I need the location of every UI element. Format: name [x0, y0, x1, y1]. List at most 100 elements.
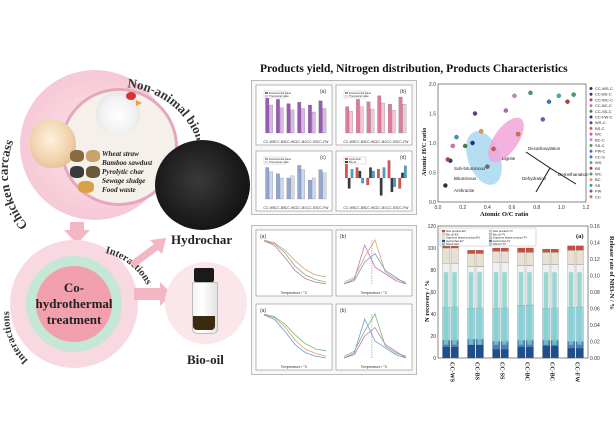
nh4-bar — [452, 272, 457, 345]
bar — [286, 177, 291, 200]
legend-marker — [589, 149, 593, 153]
vk-ytick: 2.0 — [429, 82, 436, 88]
legend-label: CC-SS-C — [595, 109, 612, 114]
data-point — [485, 164, 490, 169]
arrow-to-hydrochar-icon — [130, 238, 166, 268]
bar — [297, 165, 302, 200]
mini-line-panel: (a) — [260, 234, 266, 240]
legend-marker — [589, 109, 593, 113]
stack-segment — [492, 251, 501, 263]
stack-segment — [575, 347, 584, 358]
arrow-line — [535, 167, 551, 193]
vk-points — [443, 90, 576, 188]
stack-segment — [525, 346, 534, 358]
process-inner-circle — [36, 266, 112, 342]
bar — [286, 103, 291, 134]
legend-label: CC-BS-C — [595, 92, 612, 97]
bar — [356, 99, 360, 134]
thermal-line-charts: (a) Temperature / °C (b) Temperature / °C (a… — [255, 229, 413, 371]
nh4-bar — [518, 272, 524, 345]
biomass-photo-4 — [86, 166, 100, 178]
bar — [403, 165, 407, 179]
legend-marker — [589, 144, 593, 147]
bar — [279, 107, 284, 134]
region-label: Anthracite — [454, 188, 475, 193]
vk-ytick: 0.0 — [429, 200, 436, 206]
bar — [301, 108, 305, 134]
mini-chart-panel: (c) — [320, 155, 326, 161]
nh4-bar — [577, 272, 582, 345]
hydrochar-label: Hydrochar — [171, 232, 233, 247]
n-ytick-right: 0.00 — [590, 356, 600, 362]
legend-label: Gas product-TV — [493, 229, 513, 233]
n-ytick-left: 100 — [428, 246, 437, 252]
bar — [377, 169, 380, 179]
bar — [358, 170, 362, 179]
category-label: CC-WC — [365, 140, 378, 144]
legend-label: Experimental value — [269, 91, 292, 95]
bar — [381, 102, 385, 134]
bar — [387, 160, 391, 179]
nh4-bar — [443, 272, 449, 345]
biomass-photo-5 — [78, 181, 94, 193]
bar — [347, 177, 351, 189]
interactions-left-label: Interactions — [1, 311, 30, 366]
nh4-bar — [527, 272, 532, 345]
category-label: CC-WC — [285, 140, 298, 144]
category-label: CC-SS — [387, 140, 399, 144]
nh4-bar — [502, 272, 507, 345]
data-point — [571, 92, 576, 97]
mini-line-frame — [255, 229, 333, 297]
mini-legend-box — [263, 156, 287, 165]
bar — [311, 177, 316, 200]
nh4-bar — [468, 272, 474, 345]
bar — [269, 104, 273, 134]
bar — [290, 175, 295, 200]
stack-segment — [450, 346, 459, 358]
legend-swatch — [441, 229, 446, 233]
stack-segment — [517, 252, 526, 266]
stack-segment — [542, 252, 551, 265]
data-point — [528, 90, 533, 96]
stack-segment — [517, 247, 526, 253]
legend-swatch — [265, 95, 268, 97]
data-point — [503, 108, 509, 113]
legend-label: Theoretical value — [269, 94, 289, 98]
stack-segment — [492, 247, 501, 252]
category-label: CC-SS — [387, 206, 399, 210]
chicken-beak — [136, 100, 142, 106]
category-label: CC-WS — [263, 206, 276, 210]
legend-label: FW-C — [595, 149, 605, 154]
legend-label: CC-S — [595, 154, 605, 159]
mini-line-panel: (a) — [260, 308, 266, 314]
bar — [276, 173, 280, 200]
data-point — [512, 93, 517, 99]
legend-marker — [589, 87, 593, 90]
n-recovery-chart: N recovery / % Release rate of NH3-N / %… — [424, 224, 615, 383]
down-arrow-icon — [64, 222, 90, 244]
data-point — [546, 99, 552, 104]
vk-xtick: 1.0 — [558, 205, 565, 211]
mini-line-frame — [255, 303, 333, 371]
bar — [350, 169, 354, 179]
legend-marker — [589, 189, 593, 193]
stack-segment — [467, 250, 476, 254]
vk-ylabel: Atomic H/C ratio — [421, 128, 428, 176]
bar — [345, 106, 350, 134]
legend-label: WS-C — [595, 120, 606, 125]
stack-segment — [442, 346, 451, 359]
bar — [297, 102, 302, 134]
category-label: CC-BS — [355, 206, 367, 210]
series-line — [263, 239, 327, 278]
category-label: CC-SS — [307, 140, 319, 144]
legend-marker — [589, 195, 593, 199]
data-point — [462, 143, 468, 149]
stack-segment — [550, 249, 559, 253]
n-category-label: CC-WS — [449, 362, 455, 383]
bar — [361, 177, 365, 184]
stack-segment — [542, 345, 551, 359]
vial-oil — [193, 316, 215, 330]
legend-label: Bio-oil — [349, 160, 357, 164]
category-label: CC-FW — [317, 140, 329, 144]
legend-label: CC-FW-C — [595, 115, 613, 120]
